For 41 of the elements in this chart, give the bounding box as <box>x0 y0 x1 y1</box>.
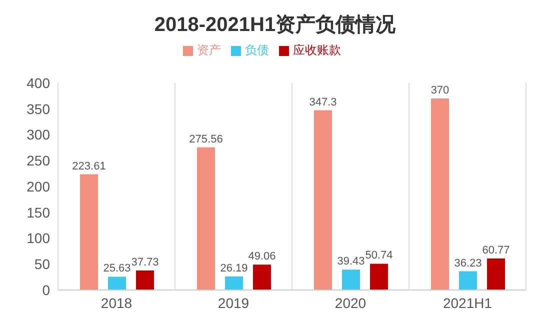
y-tick-label: 200 <box>26 178 50 194</box>
bar <box>253 264 271 290</box>
x-tick-label: 2021H1 <box>442 294 492 311</box>
x-tick-label: 2019 <box>218 294 250 311</box>
data-label: 49.06 <box>248 250 276 263</box>
x-tick-label: 2020 <box>334 294 366 311</box>
data-label: 37.73 <box>131 256 159 268</box>
data-label: 347.3 <box>309 96 337 108</box>
bar <box>80 174 98 290</box>
data-label: 26.19 <box>220 262 248 274</box>
data-label: 25.63 <box>103 262 131 275</box>
bar <box>370 264 388 290</box>
chart-title: 2018-2021H1资产负债情况 <box>153 12 397 38</box>
legend-label: 应收账款 <box>293 43 341 57</box>
data-label: 370 <box>430 84 450 97</box>
bar <box>108 276 126 290</box>
bar <box>136 270 154 290</box>
data-label: 36.23 <box>454 257 482 270</box>
data-label: 275.56 <box>189 133 223 146</box>
data-label: 60.77 <box>482 244 510 257</box>
y-tick-label: 400 <box>26 74 50 91</box>
legend-label: 资产 <box>197 43 221 57</box>
bar <box>197 147 215 290</box>
y-tick-label: 0 <box>42 282 50 298</box>
y-tick-label: 100 <box>26 230 50 246</box>
bar <box>314 110 332 290</box>
data-label: 50.74 <box>365 250 393 262</box>
y-tick-label: 350 <box>26 100 50 117</box>
data-label: 39.43 <box>337 256 365 268</box>
y-tick-label: 50 <box>34 256 50 272</box>
legend-label: 负债 <box>245 43 269 57</box>
y-tick-label: 150 <box>26 204 50 220</box>
bar <box>459 271 477 290</box>
bar <box>431 98 449 290</box>
bar <box>342 270 360 290</box>
y-tick-label: 300 <box>26 126 50 143</box>
bar <box>487 258 505 290</box>
x-tick-label: 2018 <box>100 294 132 311</box>
bar <box>225 276 243 290</box>
y-tick-label: 250 <box>26 152 50 169</box>
data-label: 223.61 <box>72 160 106 172</box>
